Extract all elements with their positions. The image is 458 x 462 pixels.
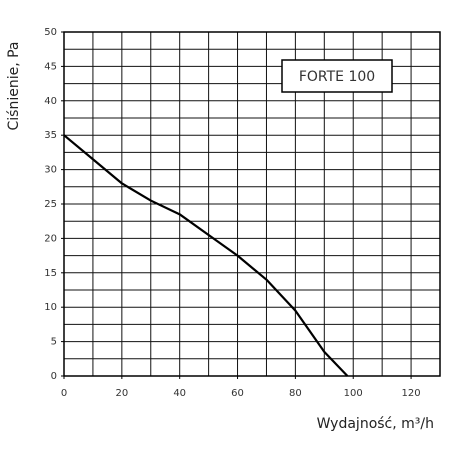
y-tick-label: 45 xyxy=(44,61,57,72)
y-tick-label: 15 xyxy=(44,268,57,279)
y-tick-label: 5 xyxy=(51,337,57,348)
x-tick-label: 100 xyxy=(344,388,363,399)
y-tick-label: 0 xyxy=(51,371,57,382)
x-tick-label: 40 xyxy=(173,388,186,399)
x-axis-label: Wydajność, m³/h xyxy=(317,416,434,432)
y-tick-label: 25 xyxy=(44,199,57,210)
x-tick-label: 60 xyxy=(231,388,244,399)
curve xyxy=(63,134,349,377)
y-tick-label: 10 xyxy=(44,302,57,313)
y-tick-label: 30 xyxy=(44,165,57,176)
y-tick-label: 40 xyxy=(44,96,57,107)
x-tick-label: 0 xyxy=(61,388,67,399)
legend-box xyxy=(281,59,393,93)
legend-label: FORTE 100 xyxy=(299,69,375,85)
x-tick-label: 80 xyxy=(289,388,302,399)
y-tick-label: 20 xyxy=(44,233,57,244)
y-tick-label: 35 xyxy=(44,130,57,141)
y-tick-label: 50 xyxy=(44,27,57,38)
x-tick-label: 20 xyxy=(115,388,128,399)
x-tick-label: 120 xyxy=(402,388,421,399)
y-axis-label: Ciśnienie, Pa xyxy=(6,41,22,130)
